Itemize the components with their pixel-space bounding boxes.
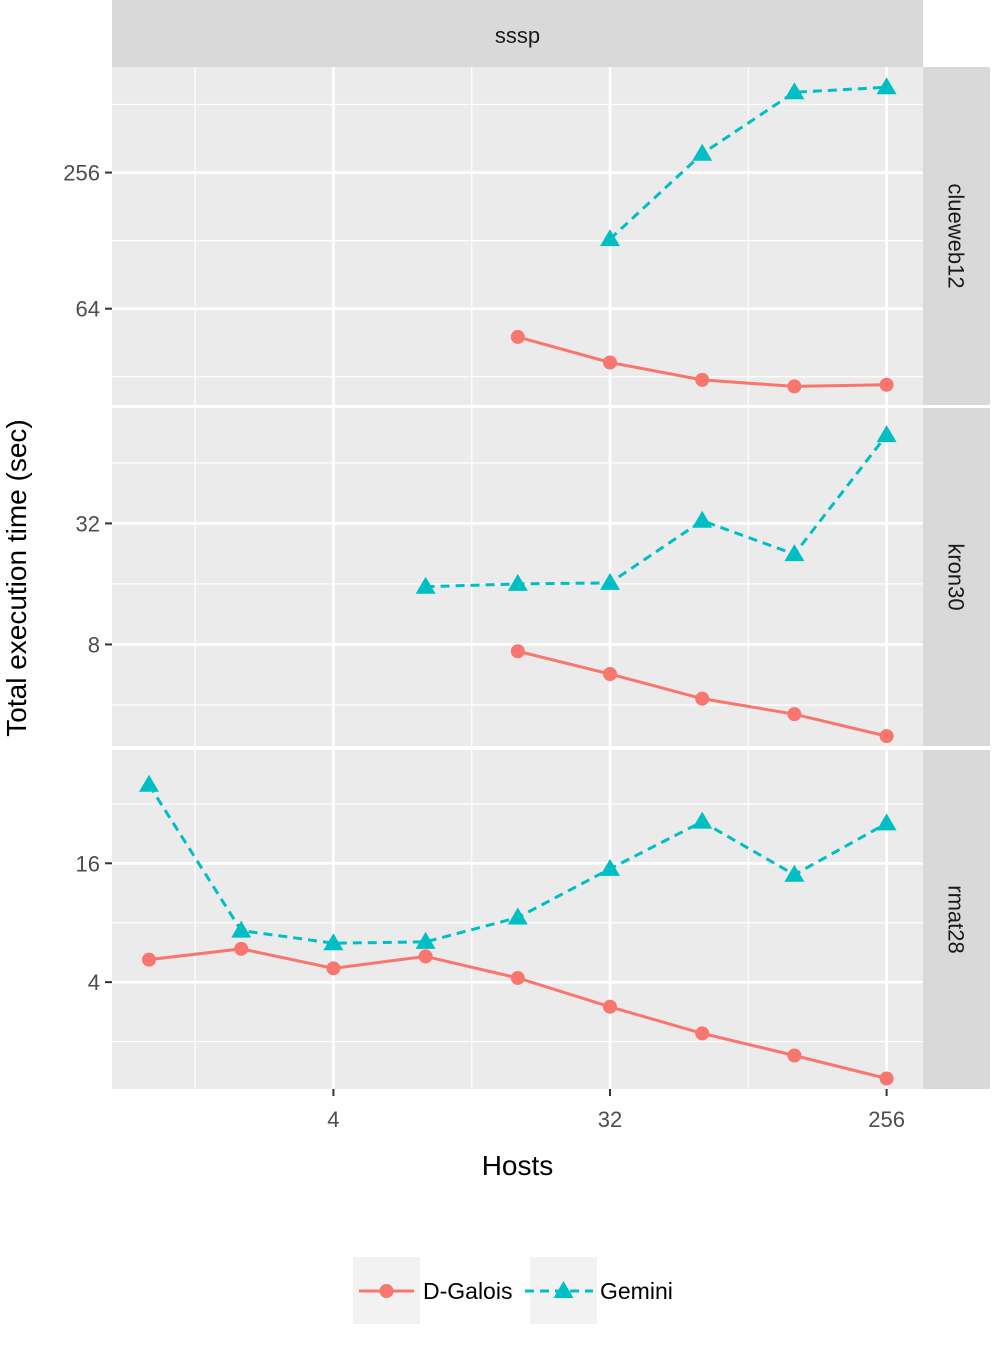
- series-line-gemini: [425, 434, 888, 589]
- legend: D-Galois Gemini: [353, 1257, 673, 1324]
- y-tick-label: 64: [76, 297, 100, 322]
- facet-strip-clueweb12: [923, 67, 990, 405]
- series-gemini: [600, 77, 897, 247]
- data-point-gemini: [692, 811, 713, 829]
- series-gemini: [139, 774, 897, 951]
- data-point-gemini: [139, 774, 159, 792]
- x-tick-label: 256: [868, 1107, 905, 1132]
- legend-label-d-galois: D-Galois: [423, 1278, 512, 1304]
- data-point-d-galois: [787, 1048, 802, 1063]
- facet-title: sssp: [495, 23, 540, 48]
- y-tick-label: 256: [63, 161, 100, 186]
- data-point-gemini: [231, 920, 252, 938]
- data-point-d-galois: [879, 1071, 894, 1086]
- data-point-gemini: [876, 425, 897, 443]
- data-point-d-galois: [234, 941, 249, 956]
- panel-background: [112, 67, 923, 405]
- x-tick-label: 32: [598, 1107, 622, 1132]
- data-point-gemini: [415, 576, 436, 594]
- data-point-gemini: [784, 82, 805, 100]
- series-d-galois: [510, 329, 894, 394]
- x-axis: 4 32 256: [327, 1089, 905, 1132]
- data-point-gemini: [876, 77, 897, 95]
- y-axis-title: Total execution time (sec): [1, 419, 32, 736]
- data-point-d-galois: [879, 377, 894, 392]
- data-point-gemini: [323, 933, 344, 951]
- data-point-gemini: [600, 858, 620, 876]
- panel-clueweb12: 64 256 clueweb12: [63, 67, 990, 405]
- data-point-gemini: [415, 931, 436, 949]
- data-point-d-galois: [510, 644, 525, 659]
- series-d-galois: [142, 941, 894, 1086]
- series-gemini: [415, 425, 897, 594]
- data-point-d-galois: [787, 379, 802, 394]
- data-point-d-galois: [603, 667, 617, 682]
- data-point-gemini: [876, 813, 897, 831]
- data-point-d-galois: [695, 372, 710, 387]
- x-axis-title: Hosts: [482, 1150, 554, 1181]
- data-point-d-galois: [603, 999, 617, 1014]
- data-point-d-galois: [142, 952, 156, 967]
- y-tick-label: 4: [88, 970, 100, 995]
- facet-strip-kron30: [923, 408, 990, 746]
- legend-item-gemini: Gemini: [525, 1257, 673, 1324]
- data-point-d-galois: [787, 707, 802, 722]
- data-point-gemini: [784, 544, 805, 562]
- data-point-d-galois: [510, 329, 525, 344]
- legend-marker-d-galois: [379, 1284, 394, 1298]
- x-tick-label: 4: [327, 1107, 339, 1132]
- y-tick-label: 8: [88, 632, 100, 657]
- data-point-d-galois: [510, 970, 525, 985]
- data-point-gemini: [784, 864, 805, 882]
- panels: 64 256 clueweb12 8 32 kron30 4 16 rmat28: [63, 67, 990, 1089]
- data-point-gemini: [507, 573, 528, 591]
- legend-label-gemini: Gemini: [600, 1278, 673, 1304]
- y-tick-label: 16: [76, 851, 100, 876]
- data-point-gemini: [507, 907, 528, 925]
- data-point-d-galois: [326, 961, 341, 976]
- legend-marker-gemini: [553, 1281, 574, 1298]
- data-point-gemini: [600, 229, 620, 247]
- facet-label-rmat28: rmat28: [944, 885, 969, 953]
- facet-label-clueweb12: clueweb12: [944, 183, 969, 288]
- data-point-d-galois: [418, 949, 433, 964]
- data-point-d-galois: [879, 729, 894, 744]
- facet-strip-top: [112, 0, 923, 67]
- y-tick-label: 32: [76, 511, 100, 536]
- panel-rmat28: 4 16 rmat28: [76, 750, 990, 1089]
- series-line-gemini: [608, 85, 887, 241]
- facet-label-kron30: kron30: [944, 543, 969, 610]
- data-point-gemini: [692, 510, 713, 528]
- panel-kron30: 8 32 kron30: [76, 408, 990, 746]
- series-d-galois: [510, 644, 894, 744]
- data-point-d-galois: [695, 691, 710, 706]
- data-point-gemini: [692, 143, 713, 161]
- data-point-d-galois: [603, 355, 617, 370]
- data-point-d-galois: [695, 1026, 710, 1041]
- legend-item-d-galois: D-Galois: [353, 1257, 512, 1324]
- data-point-gemini: [600, 572, 620, 590]
- facet-strip-rmat28: [923, 750, 990, 1089]
